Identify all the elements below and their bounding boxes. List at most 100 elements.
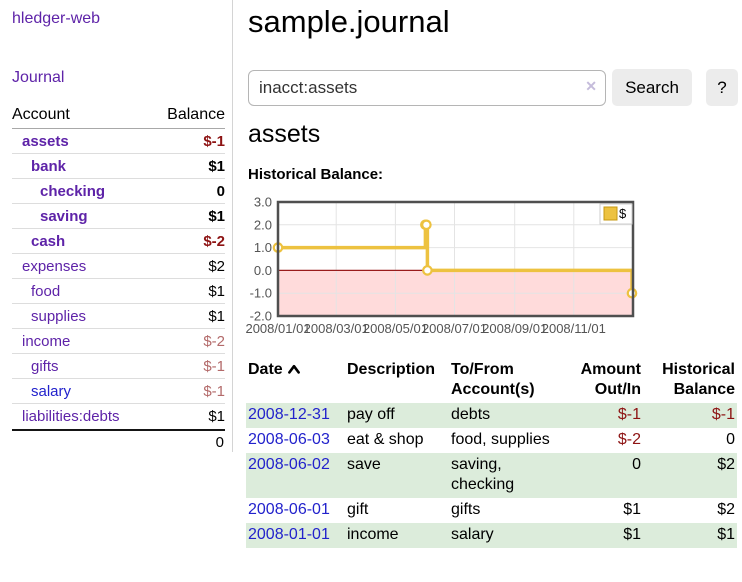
register-date-link[interactable]: 2008-06-03 [248,431,330,448]
register-description: pay off [347,406,395,423]
register-amount: 0 [632,456,641,473]
register-description: income [347,526,399,543]
account-link[interactable]: checking [40,182,106,200]
account-balance: $1 [208,408,225,425]
account-link[interactable]: supplies [31,307,87,325]
chart-x-tick-label: 2008/09/01 [482,321,547,336]
account-row: expenses $2 [12,254,225,279]
clear-search-icon[interactable]: ✕ [585,77,597,94]
account-row: food $1 [12,279,225,304]
register-description: gift [347,501,369,518]
register-header-date[interactable]: Date [246,360,345,403]
sort-ascending-icon [287,360,300,380]
chart-legend-swatch [603,206,618,221]
page-title: sample.journal [248,4,450,39]
accounts-list: assets $-1 bank $1 checking 0 saving $1 cash $-2 e… [12,129,225,429]
register-header-amount: Amount Out/In [580,361,641,398]
account-balance: $1 [208,207,225,225]
account-row: liabilities:debts $1 [12,404,225,429]
account-balance: $-2 [203,232,225,250]
account-link[interactable]: bank [31,157,67,175]
account-row: cash $-2 [12,229,225,254]
register-balance: $2 [717,501,735,518]
account-link[interactable]: saving [40,207,88,225]
chart-border [276,200,635,318]
account-link[interactable]: salary [31,382,72,400]
account-link[interactable]: income [22,332,71,350]
brand-link[interactable]: hledger-web [12,10,101,27]
chart-x-tick-label: 2008/03/01 [304,321,369,336]
chart-title: Historical Balance: [248,166,384,183]
account-link[interactable]: cash [31,232,66,250]
register-date-link[interactable]: 2008-01-01 [248,526,330,543]
accounts-header-account: Account [12,106,70,123]
chart-x-tick-label: 2008/05/01 [363,321,428,336]
chart-y-tick-label: -2.0 [250,309,272,324]
register-accounts: gifts [451,501,481,518]
account-link[interactable]: food [31,282,61,300]
account-link[interactable]: expenses [22,257,87,275]
account-balance: $2 [208,257,225,275]
account-link[interactable]: assets [22,132,69,150]
account-balance: $1 [208,282,225,300]
register-header-accounts: To/From Account(s) [451,361,535,398]
chart-data-point [422,265,433,276]
register-amount: $1 [623,501,641,518]
register-amount: $1 [623,526,641,543]
register-balance: $2 [717,456,735,473]
help-button[interactable]: ? [706,69,738,106]
chart-y-tick-label: 3.0 [254,195,272,210]
account-balance: $-2 [203,332,225,350]
search-input[interactable] [248,69,606,106]
chart-y-tick-label: 0.0 [254,263,272,278]
account-balance: 0 [216,182,225,200]
account-row: gifts $-1 [12,354,225,379]
chart-data-point [421,219,432,231]
register-row: 2008-12-31 pay off debts $-1 $-1 [246,403,737,428]
register-accounts: debts [451,406,491,423]
register-amount: $-1 [617,406,641,423]
register-amount: $-2 [617,431,641,448]
register-table: Date Description To/From Account(s) Amou… [246,360,737,548]
chart-x-tick-label: 2008/11/01 [542,321,606,336]
account-balance: $-1 [203,357,225,375]
register-date-link[interactable]: 2008-12-31 [248,406,330,423]
account-link[interactable]: liabilities:debts [22,408,120,425]
register-date-link[interactable]: 2008-06-01 [248,501,330,518]
accounts-panel: Account Balance assets $-1 bank $1 checking 0… [12,104,225,454]
account-row: saving $1 [12,204,225,229]
chart-y-tick-label: -1.0 [250,286,272,301]
register-row: 2008-06-03 eat & shop food, supplies $-2 0 [246,428,737,453]
accounts-total-value: 0 [215,434,224,451]
chart-legend-label: $ [619,206,627,221]
account-row: salary $-1 [12,379,225,404]
balance-chart: 3.0 2.0 1.0 0.0 -1.0 -2.0 2008/01/01 2008/03/01… [245,195,742,342]
account-row: income $-2 [12,329,225,354]
register-header-description: Description [347,361,436,378]
chart-y-tick-label: 2.0 [254,217,272,232]
account-balance: $1 [208,157,225,175]
account-link[interactable]: gifts [31,357,59,375]
account-row: bank $1 [12,154,225,179]
chart-x-tick-label: 2008/01/01 [245,321,310,336]
register-row: 2008-06-02 save saving, checking 0 $2 [246,453,737,498]
search-button[interactable]: Search [612,69,692,106]
register-balance: $-1 [711,406,735,423]
register-row: 2008-06-01 gift gifts $1 $2 [246,498,737,523]
register-row: 2008-01-01 income salary $1 $1 [246,523,737,548]
account-row: checking 0 [12,179,225,204]
register-description: save [347,456,381,473]
register-date-link[interactable]: 2008-06-02 [248,456,330,473]
account-row: assets $-1 [12,129,225,154]
sidebar: hledger-web Journal Account Balance asse… [0,0,233,452]
register-accounts: food, supplies [451,431,550,448]
accounts-header: Account Balance [12,104,225,129]
account-balance: $-1 [203,382,225,400]
account-balance: $1 [208,307,225,325]
accounts-total-row: 0 [12,429,225,454]
sidebar-item-journal[interactable]: Journal [12,69,65,86]
register-description: eat & shop [347,431,424,448]
account-heading: assets [248,120,321,148]
register-accounts: salary [451,526,494,543]
register-balance: $1 [717,526,735,543]
